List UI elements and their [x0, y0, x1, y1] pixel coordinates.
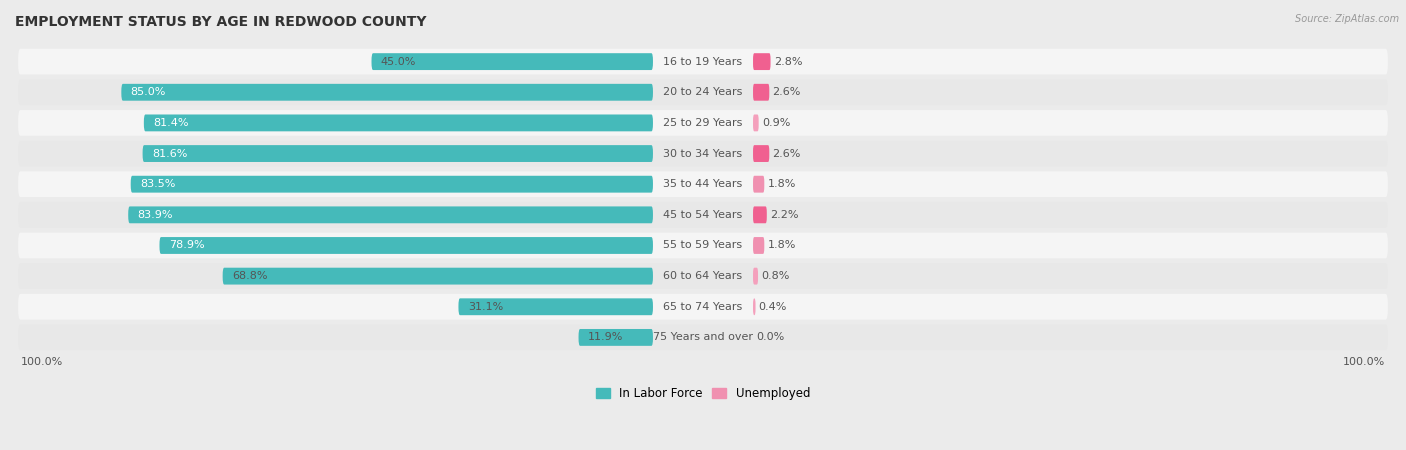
FancyBboxPatch shape [754, 176, 765, 193]
Text: 2.6%: 2.6% [772, 87, 801, 97]
FancyBboxPatch shape [754, 237, 765, 254]
FancyBboxPatch shape [754, 145, 769, 162]
Text: 25 to 29 Years: 25 to 29 Years [664, 118, 742, 128]
FancyBboxPatch shape [131, 176, 652, 193]
FancyBboxPatch shape [143, 114, 652, 131]
Text: 1.8%: 1.8% [768, 240, 796, 251]
Text: EMPLOYMENT STATUS BY AGE IN REDWOOD COUNTY: EMPLOYMENT STATUS BY AGE IN REDWOOD COUN… [15, 15, 426, 29]
FancyBboxPatch shape [18, 110, 1388, 136]
FancyBboxPatch shape [18, 233, 1388, 258]
FancyBboxPatch shape [18, 324, 1388, 350]
FancyBboxPatch shape [222, 268, 652, 284]
FancyBboxPatch shape [754, 114, 759, 131]
FancyBboxPatch shape [18, 79, 1388, 105]
FancyBboxPatch shape [18, 202, 1388, 228]
Text: 11.9%: 11.9% [588, 333, 623, 342]
Text: Source: ZipAtlas.com: Source: ZipAtlas.com [1295, 14, 1399, 23]
FancyBboxPatch shape [754, 298, 755, 315]
FancyBboxPatch shape [18, 263, 1388, 289]
Text: 55 to 59 Years: 55 to 59 Years [664, 240, 742, 251]
Text: 2.2%: 2.2% [770, 210, 799, 220]
Text: 65 to 74 Years: 65 to 74 Years [664, 302, 742, 312]
Text: 30 to 34 Years: 30 to 34 Years [664, 148, 742, 158]
FancyBboxPatch shape [754, 268, 758, 284]
Text: 81.4%: 81.4% [153, 118, 188, 128]
Text: 45.0%: 45.0% [381, 57, 416, 67]
Text: 83.9%: 83.9% [138, 210, 173, 220]
FancyBboxPatch shape [18, 294, 1388, 320]
FancyBboxPatch shape [128, 207, 652, 223]
Text: 83.5%: 83.5% [141, 179, 176, 189]
Text: 100.0%: 100.0% [1343, 357, 1385, 367]
FancyBboxPatch shape [18, 49, 1388, 75]
FancyBboxPatch shape [159, 237, 652, 254]
Legend: In Labor Force, Unemployed: In Labor Force, Unemployed [591, 382, 815, 405]
Text: 100.0%: 100.0% [21, 357, 63, 367]
FancyBboxPatch shape [371, 53, 652, 70]
Text: 0.0%: 0.0% [756, 333, 785, 342]
Text: 0.8%: 0.8% [761, 271, 790, 281]
FancyBboxPatch shape [754, 207, 766, 223]
Text: 0.9%: 0.9% [762, 118, 790, 128]
FancyBboxPatch shape [754, 84, 769, 101]
FancyBboxPatch shape [754, 53, 770, 70]
Text: 1.8%: 1.8% [768, 179, 796, 189]
FancyBboxPatch shape [121, 84, 652, 101]
Text: 78.9%: 78.9% [169, 240, 204, 251]
Text: 20 to 24 Years: 20 to 24 Years [664, 87, 742, 97]
FancyBboxPatch shape [142, 145, 652, 162]
Text: 68.8%: 68.8% [232, 271, 267, 281]
Text: 16 to 19 Years: 16 to 19 Years [664, 57, 742, 67]
Text: 81.6%: 81.6% [152, 148, 187, 158]
Text: 45 to 54 Years: 45 to 54 Years [664, 210, 742, 220]
Text: 0.4%: 0.4% [759, 302, 787, 312]
FancyBboxPatch shape [458, 298, 652, 315]
Text: 35 to 44 Years: 35 to 44 Years [664, 179, 742, 189]
FancyBboxPatch shape [18, 171, 1388, 197]
Text: 31.1%: 31.1% [468, 302, 503, 312]
Text: 75 Years and over: 75 Years and over [652, 333, 754, 342]
Text: 2.6%: 2.6% [772, 148, 801, 158]
FancyBboxPatch shape [18, 141, 1388, 166]
FancyBboxPatch shape [578, 329, 652, 346]
Text: 2.8%: 2.8% [773, 57, 803, 67]
Text: 60 to 64 Years: 60 to 64 Years [664, 271, 742, 281]
Text: 85.0%: 85.0% [131, 87, 166, 97]
